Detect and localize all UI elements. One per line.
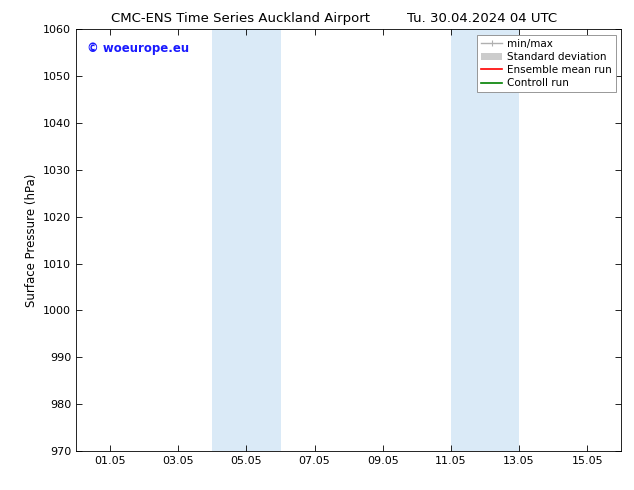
Text: Tu. 30.04.2024 04 UTC: Tu. 30.04.2024 04 UTC	[407, 12, 557, 25]
Bar	[451, 29, 519, 451]
Legend: min/max, Standard deviation, Ensemble mean run, Controll run: min/max, Standard deviation, Ensemble me…	[477, 35, 616, 92]
Bar	[212, 29, 280, 451]
Text: © woeurope.eu: © woeurope.eu	[87, 42, 189, 55]
Y-axis label: Surface Pressure (hPa): Surface Pressure (hPa)	[25, 173, 37, 307]
Text: CMC-ENS Time Series Auckland Airport: CMC-ENS Time Series Auckland Airport	[112, 12, 370, 25]
